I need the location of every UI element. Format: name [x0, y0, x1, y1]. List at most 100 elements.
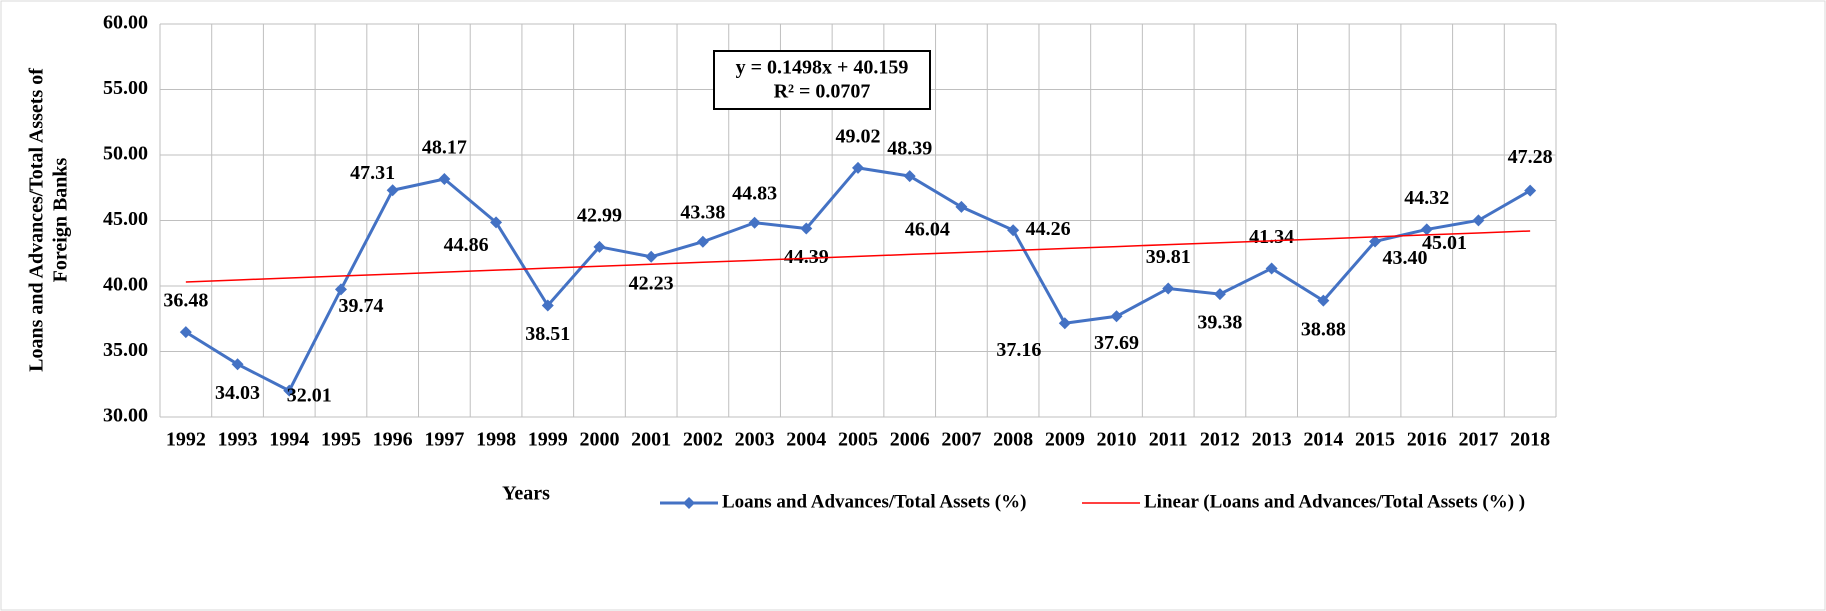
annotation-line: R² = 0.0707 — [774, 81, 871, 103]
annotation-line: y = 0.1498x + 40.159 — [736, 57, 909, 79]
data-marker — [645, 250, 658, 263]
data-label: 32.01 — [287, 384, 332, 406]
data-label: 39.38 — [1197, 312, 1242, 334]
data-label: 38.51 — [525, 323, 570, 345]
x-tick-label: 2014 — [1303, 429, 1343, 451]
data-label: 47.28 — [1508, 146, 1553, 168]
legend-label: Loans and Advances/Total Assets (%) — [722, 491, 1026, 512]
data-marker — [1472, 214, 1485, 227]
x-tick-label: 1993 — [218, 429, 258, 451]
x-tick-label: 2011 — [1149, 429, 1188, 451]
data-marker — [438, 172, 451, 185]
x-tick-label: 1994 — [269, 429, 309, 451]
y-tick-label: 45.00 — [103, 208, 148, 230]
data-marker — [800, 222, 813, 235]
x-tick-label: 1996 — [373, 429, 413, 451]
y-tick-label: 35.00 — [103, 339, 148, 361]
data-marker — [541, 299, 554, 312]
legend-marker — [683, 497, 695, 509]
data-label: 44.83 — [732, 182, 777, 204]
data-marker — [386, 184, 399, 197]
data-label: 36.48 — [163, 290, 208, 312]
data-marker — [696, 235, 709, 248]
data-label: 44.26 — [1026, 218, 1071, 240]
x-tick-label: 2005 — [838, 429, 878, 451]
legend-label: Linear (Loans and Advances/Total Assets … — [1144, 491, 1525, 512]
y-axis-title-line: Foreign Banks — [50, 157, 72, 282]
x-tick-label: 2002 — [683, 429, 723, 451]
x-tick-label: 2013 — [1252, 429, 1292, 451]
data-label: 46.04 — [905, 218, 950, 240]
trend-line — [185, 230, 1531, 283]
y-tick-label: 50.00 — [103, 143, 148, 165]
data-marker — [1213, 288, 1226, 301]
data-label: 42.99 — [577, 204, 622, 226]
y-axis-title-line: Loans and Advances/Total Assets of — [26, 68, 48, 372]
x-tick-label: 2017 — [1458, 429, 1498, 451]
x-tick-label: 2012 — [1200, 429, 1240, 451]
data-marker — [231, 358, 244, 371]
data-label: 34.03 — [215, 382, 260, 404]
data-label: 43.38 — [680, 201, 725, 223]
data-marker — [1007, 224, 1020, 237]
x-tick-label: 1992 — [166, 429, 206, 451]
x-tick-label: 2018 — [1510, 429, 1550, 451]
data-label: 37.69 — [1094, 332, 1139, 354]
data-label: 39.81 — [1146, 246, 1191, 268]
x-tick-label: 2008 — [993, 429, 1033, 451]
y-axis-title: Loans and Advances/Total Assets of Forei… — [26, 68, 72, 372]
data-label: 47.31 — [350, 162, 395, 184]
data-label: 37.16 — [996, 339, 1041, 361]
data-label: 48.39 — [887, 138, 932, 160]
data-label: 44.86 — [444, 234, 489, 256]
y-tick-label: 30.00 — [103, 405, 148, 427]
x-tick-label: 2000 — [579, 429, 619, 451]
data-label: 38.88 — [1301, 318, 1346, 340]
x-tick-label: 2001 — [631, 429, 671, 451]
y-tick-label: 40.00 — [103, 274, 148, 296]
data-marker — [1317, 294, 1330, 307]
data-marker — [1524, 184, 1537, 197]
x-tick-label: 2015 — [1355, 429, 1395, 451]
x-tick-label: 2003 — [735, 429, 775, 451]
data-marker — [179, 326, 192, 339]
data-label: 41.34 — [1249, 226, 1294, 248]
data-label: 44.39 — [784, 246, 829, 268]
data-marker — [1420, 223, 1433, 236]
x-tick-label: 2007 — [941, 429, 981, 451]
data-label: 45.01 — [1422, 232, 1467, 254]
y-tick-label: 60.00 — [103, 12, 148, 34]
x-tick-label: 2010 — [1097, 429, 1137, 451]
x-tick-label: 1999 — [528, 429, 568, 451]
x-tick-label: 1995 — [321, 429, 361, 451]
data-marker — [283, 384, 296, 397]
data-marker — [490, 216, 503, 229]
data-marker — [1369, 235, 1382, 248]
data-marker — [1110, 310, 1123, 323]
data-marker — [1265, 262, 1278, 275]
data-label: 39.74 — [338, 295, 383, 317]
x-axis-title: Years — [502, 483, 550, 505]
data-marker — [1162, 282, 1175, 295]
data-marker — [1058, 317, 1071, 330]
x-tick-label: 1998 — [476, 429, 516, 451]
data-label: 48.17 — [422, 137, 467, 159]
x-tick-label: 2009 — [1045, 429, 1085, 451]
data-marker — [955, 200, 968, 213]
x-tick-label: 2016 — [1407, 429, 1447, 451]
data-marker — [748, 216, 761, 229]
data-label: 49.02 — [836, 125, 881, 147]
y-tick-label: 55.00 — [103, 77, 148, 99]
data-label: 44.32 — [1404, 187, 1449, 209]
annotation-box — [713, 50, 931, 110]
data-label: 42.23 — [629, 272, 674, 294]
data-marker — [334, 283, 347, 296]
x-tick-label: 2004 — [786, 429, 826, 451]
x-tick-label: 2006 — [890, 429, 930, 451]
data-marker — [903, 170, 916, 183]
x-tick-label: 1997 — [424, 429, 464, 451]
data-marker — [852, 161, 864, 174]
data-marker — [593, 240, 606, 253]
data-label: 43.40 — [1383, 247, 1428, 269]
